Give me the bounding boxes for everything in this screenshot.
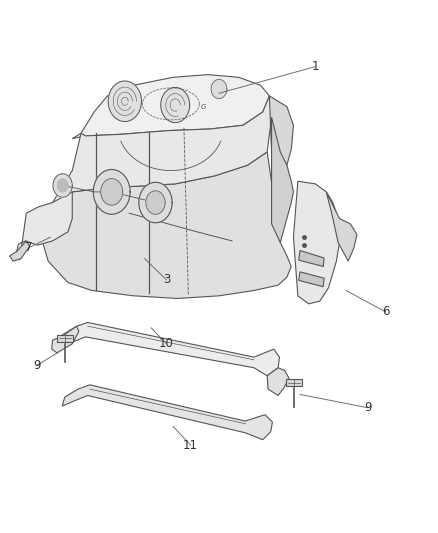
Polygon shape <box>286 379 302 386</box>
Polygon shape <box>62 385 272 440</box>
Text: 9: 9 <box>364 401 372 414</box>
Polygon shape <box>326 192 357 261</box>
Polygon shape <box>37 152 291 298</box>
Text: 11: 11 <box>183 439 198 451</box>
Polygon shape <box>57 179 68 192</box>
Polygon shape <box>57 335 73 342</box>
Polygon shape <box>101 179 123 205</box>
Polygon shape <box>52 326 79 353</box>
Polygon shape <box>93 169 130 214</box>
Polygon shape <box>161 87 190 123</box>
Polygon shape <box>17 192 72 260</box>
Text: 7: 7 <box>25 241 32 254</box>
Polygon shape <box>146 191 165 214</box>
Polygon shape <box>10 241 30 261</box>
Polygon shape <box>57 322 279 376</box>
Polygon shape <box>293 181 339 304</box>
Polygon shape <box>37 96 272 224</box>
Polygon shape <box>72 75 269 139</box>
Polygon shape <box>272 117 293 243</box>
Polygon shape <box>53 174 72 197</box>
Polygon shape <box>108 81 141 122</box>
Polygon shape <box>211 79 227 99</box>
Text: 9: 9 <box>33 359 41 372</box>
Text: 3: 3 <box>163 273 170 286</box>
Polygon shape <box>299 251 324 266</box>
Text: 6: 6 <box>381 305 389 318</box>
Polygon shape <box>267 368 289 395</box>
Text: 1: 1 <box>311 60 319 73</box>
Text: 10: 10 <box>159 337 174 350</box>
Text: G: G <box>201 103 206 110</box>
Polygon shape <box>299 272 324 287</box>
Polygon shape <box>139 182 172 223</box>
Polygon shape <box>269 96 293 181</box>
